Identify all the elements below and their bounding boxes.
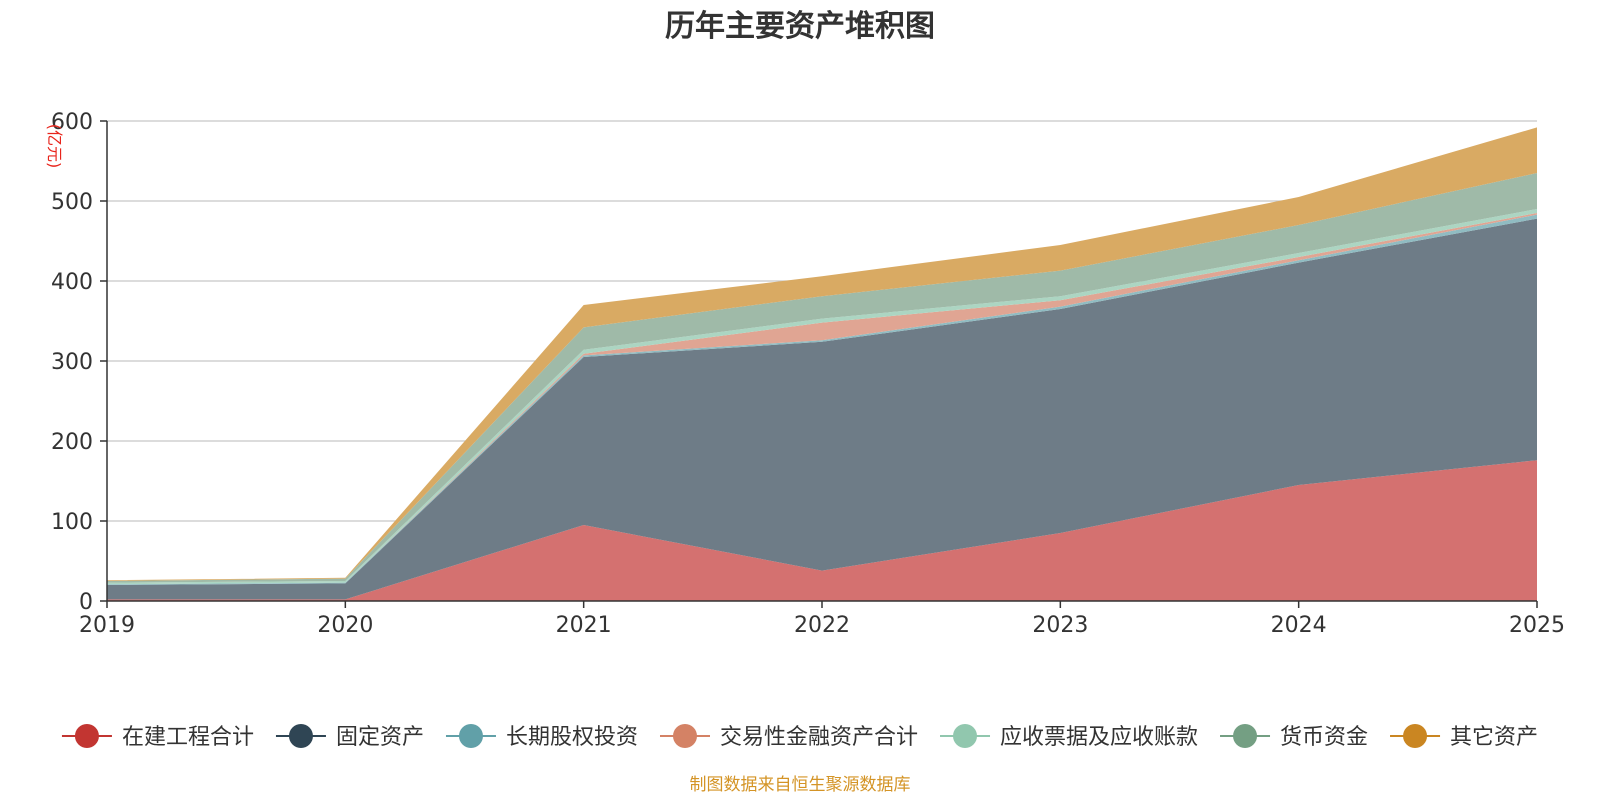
legend-label: 固定资产 (336, 725, 424, 750)
legend-label: 长期股权投资 (506, 725, 638, 750)
x-tick-label: 2019 (79, 613, 135, 638)
legend-circle-marker (672, 724, 697, 748)
y-tick-label: 100 (51, 510, 93, 535)
legend-circle-marker (458, 724, 483, 748)
legend-item-3[interactable]: 交易性金融资产合计 (659, 724, 918, 750)
x-tick-label: 2024 (1271, 613, 1327, 638)
x-tick-label: 2022 (794, 613, 850, 638)
y-axis-unit-label: (亿元) (45, 124, 64, 169)
legend-circle-marker (953, 724, 978, 748)
y-tick-label: 600 (51, 110, 93, 135)
x-tick-label: 2020 (317, 613, 373, 638)
area-series-1 (107, 218, 1537, 600)
legend: 在建工程合计 固定资产 长期股权投资 交易性金融资产合计 应收票据及应收账款 货币资金 其它… (61, 724, 1538, 750)
y-tick-label: 500 (51, 190, 93, 215)
y-tick-label: 0 (79, 590, 93, 615)
y-tick-label: 300 (51, 350, 93, 375)
legend-label: 其它资产 (1450, 725, 1538, 750)
legend-label: 应收票据及应收账款 (1000, 725, 1198, 750)
y-tick-label: 400 (51, 270, 93, 295)
legend-label: 货币资金 (1280, 725, 1368, 750)
y-tick-label: 200 (51, 430, 93, 455)
legend-item-5[interactable]: 货币资金 (1220, 724, 1368, 750)
legend-item-4[interactable]: 应收票据及应收账款 (940, 724, 1198, 750)
chart-title: 历年主要资产堆积图 (665, 9, 935, 44)
area-series-5 (107, 173, 1537, 583)
legend-item-6[interactable]: 其它资产 (1390, 724, 1538, 750)
legend-circle-marker (288, 724, 313, 748)
axes: 0 100 200 300 400 500 600 2019 2020 2021 2022 2023 2… (51, 110, 1565, 638)
source-note: 制图数据来自恒生聚源数据库 (690, 775, 911, 795)
legend-item-0[interactable]: 在建工程合计 (61, 724, 254, 750)
x-tick-label: 2023 (1032, 613, 1088, 638)
area-series-0 (107, 460, 1537, 601)
x-tick-label: 2021 (556, 613, 612, 638)
legend-item-2[interactable]: 长期股权投资 (445, 724, 638, 750)
legend-circle-marker (1403, 724, 1428, 748)
area-series-6 (107, 127, 1537, 582)
legend-label: 交易性金融资产合计 (720, 725, 918, 750)
legend-circle-marker (74, 724, 99, 748)
legend-item-1[interactable]: 固定资产 (275, 724, 424, 750)
legend-label: 在建工程合计 (122, 725, 254, 750)
x-tick-label: 2025 (1509, 613, 1565, 638)
area-series (107, 127, 1537, 601)
legend-circle-marker (1233, 724, 1258, 748)
